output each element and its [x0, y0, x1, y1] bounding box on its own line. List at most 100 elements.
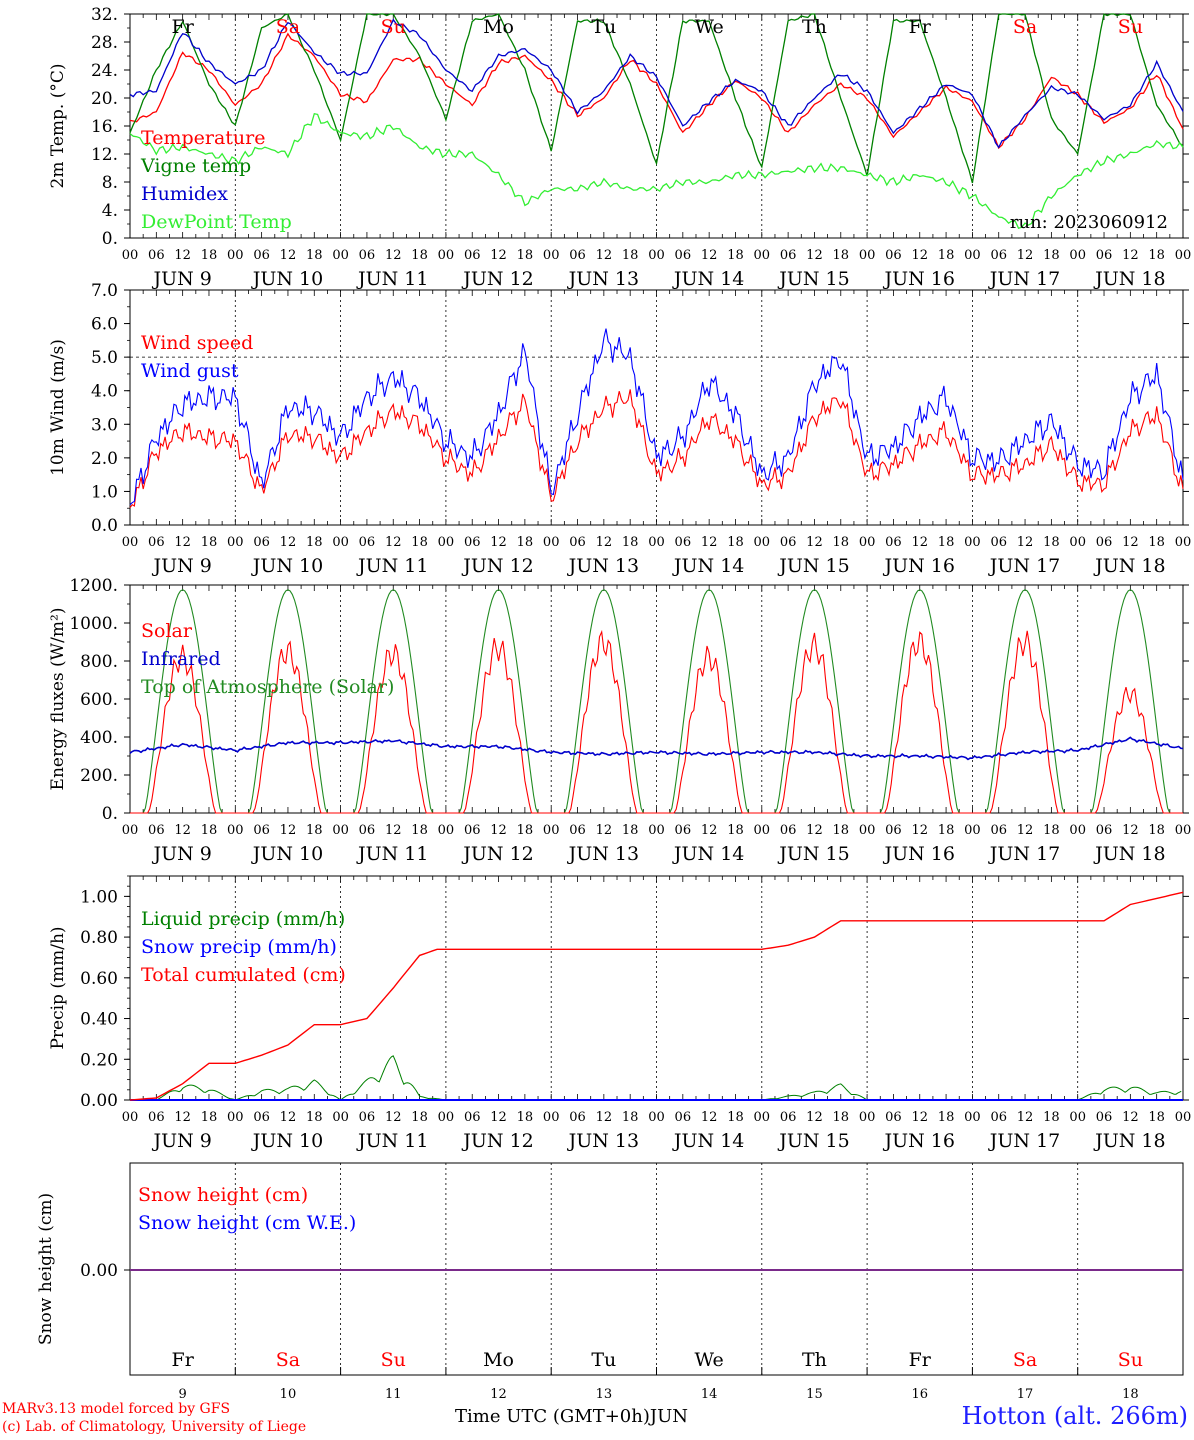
time-axis-title: Time UTC (GMT+0h)JUN — [455, 1406, 688, 1427]
model-credit-line-1: MARv3.13 model forced by GFS — [2, 1401, 231, 1417]
x-hour-label: 18 — [306, 535, 323, 550]
x-hour-label: 18 — [622, 535, 639, 550]
legend-entry: Humidex — [141, 183, 228, 205]
y-tick-label: 200. — [80, 766, 118, 786]
y-tick-label: 0.00 — [80, 1261, 118, 1281]
x-hour-label: 18 — [1148, 535, 1165, 550]
weekday-label: Fr — [909, 1349, 932, 1371]
legend-entry: Wind speed — [141, 332, 253, 354]
x-hour-label: 12 — [701, 1110, 718, 1125]
x-hour-label: 12 — [174, 248, 191, 263]
x-hour-label: 06 — [253, 535, 270, 550]
x-day-label: JUN 10 — [251, 843, 323, 865]
x-hour-label: 06 — [148, 535, 165, 550]
y-tick-label: 0. — [102, 804, 118, 824]
x-hour-label: 06 — [885, 535, 902, 550]
x-hour-label: 18 — [1148, 1110, 1165, 1125]
weekday-label: Su — [381, 16, 406, 38]
x-day-label: JUN 17 — [988, 843, 1060, 865]
x-hour-label: 18 — [201, 1110, 218, 1125]
x-hour-label: 06 — [990, 248, 1007, 263]
x-hour-label: 18 — [306, 248, 323, 263]
x-hour-label: 18 — [517, 823, 534, 838]
x-hour-label: 18 — [833, 248, 850, 263]
y-axis-label: Snow height (cm) — [36, 1193, 56, 1345]
y-tick-label: 2.0 — [91, 449, 118, 469]
weekday-label: Su — [1118, 1349, 1143, 1371]
x-hour-label: 18 — [727, 823, 744, 838]
x-day-label: JUN 17 — [988, 268, 1060, 290]
x-hour-label: 06 — [885, 823, 902, 838]
x-hour-label: 06 — [359, 535, 376, 550]
legend-entry: Temperature — [141, 127, 265, 149]
run-label: run: 2023060912 — [1010, 212, 1168, 233]
x-hour-label: 06 — [780, 1110, 797, 1125]
x-hour-label: 12 — [385, 535, 402, 550]
series-line — [129, 328, 1184, 506]
x-hour-label: 06 — [885, 1110, 902, 1125]
x-hour-label: 06 — [148, 823, 165, 838]
y-tick-label: 0.40 — [80, 1010, 118, 1030]
x-day-label: JUN 16 — [883, 843, 955, 865]
x-hour-label: 00 — [754, 248, 771, 263]
series-line — [129, 891, 1184, 1101]
weekday-label: Su — [1118, 16, 1143, 38]
y-tick-label: 7.0 — [91, 281, 118, 301]
weekday-label: We — [695, 1349, 724, 1371]
y-tick-label: 12. — [91, 145, 118, 165]
x-hour-label: 18 — [938, 823, 955, 838]
y-tick-label: 800. — [80, 652, 118, 672]
x-hour-label: 00 — [543, 248, 560, 263]
x-day-label: JUN 14 — [672, 1130, 744, 1152]
weekday-label: We — [695, 16, 724, 38]
x-hour-label: 18 — [1043, 248, 1060, 263]
x-day-label: JUN 18 — [1093, 843, 1165, 865]
weekday-label: Tu — [591, 16, 616, 38]
x-day-label: JUN 9 — [151, 268, 211, 290]
panel-2: 0.0 1.0 2.0 3.0 4.0 5.0 6.0 7.0 10m Wind (m/s) 00… — [48, 281, 1191, 577]
x-hour-label: 00 — [438, 535, 455, 550]
x-hour-label: 00 — [543, 535, 560, 550]
y-axis-label: Precip (mm/h) — [48, 926, 68, 1049]
x-hour-label: 18 — [411, 823, 428, 838]
x-hour-label: 06 — [569, 248, 586, 263]
x-day-label: JUN 18 — [1093, 1130, 1165, 1152]
x-hour-label: 12 — [1122, 535, 1139, 550]
weekday-label: Fr — [172, 16, 195, 38]
x-hour-label: 12 — [280, 823, 297, 838]
x-hour-label: 06 — [780, 248, 797, 263]
x-hour-label: 00 — [332, 1110, 349, 1125]
legend-entry: Liquid precip (mm/h) — [141, 908, 345, 930]
x-hour-label: 06 — [253, 248, 270, 263]
x-hour-label: 18 — [517, 1110, 534, 1125]
x-hour-label: 00 — [1069, 535, 1086, 550]
y-tick-label: 1000. — [69, 614, 118, 634]
x-hour-label: 00 — [332, 535, 349, 550]
x-hour-label: 18 — [938, 1110, 955, 1125]
day-number-label: 17 — [1017, 1387, 1034, 1402]
x-hour-label: 12 — [1122, 248, 1139, 263]
x-hour-label: 06 — [1096, 1110, 1113, 1125]
x-day-label: JUN 12 — [461, 1130, 533, 1152]
x-hour-label: 00 — [964, 248, 981, 263]
weekday-label: Th — [802, 16, 827, 38]
y-tick-label: 20. — [91, 89, 118, 109]
x-day-label: JUN 15 — [777, 555, 849, 577]
weekday-label: Sa — [1013, 16, 1037, 38]
x-hour-label: 12 — [174, 823, 191, 838]
x-hour-label: 00 — [964, 823, 981, 838]
x-hour-label: 00 — [648, 535, 665, 550]
legend-entry: Snow height (cm W.E.) — [138, 1212, 356, 1234]
x-hour-label: 06 — [1096, 248, 1113, 263]
x-hour-label: 06 — [464, 248, 481, 263]
x-hour-label: 12 — [701, 823, 718, 838]
y-axis-label: 10m Wind (m/s) — [48, 339, 68, 476]
x-hour-label: 06 — [253, 1110, 270, 1125]
x-hour-label: 00 — [332, 823, 349, 838]
day-number-label: 10 — [280, 1387, 297, 1402]
x-hour-label: 06 — [1096, 823, 1113, 838]
x-hour-label: 00 — [438, 248, 455, 263]
day-number-label: 14 — [701, 1387, 718, 1402]
x-hour-label: 12 — [701, 535, 718, 550]
